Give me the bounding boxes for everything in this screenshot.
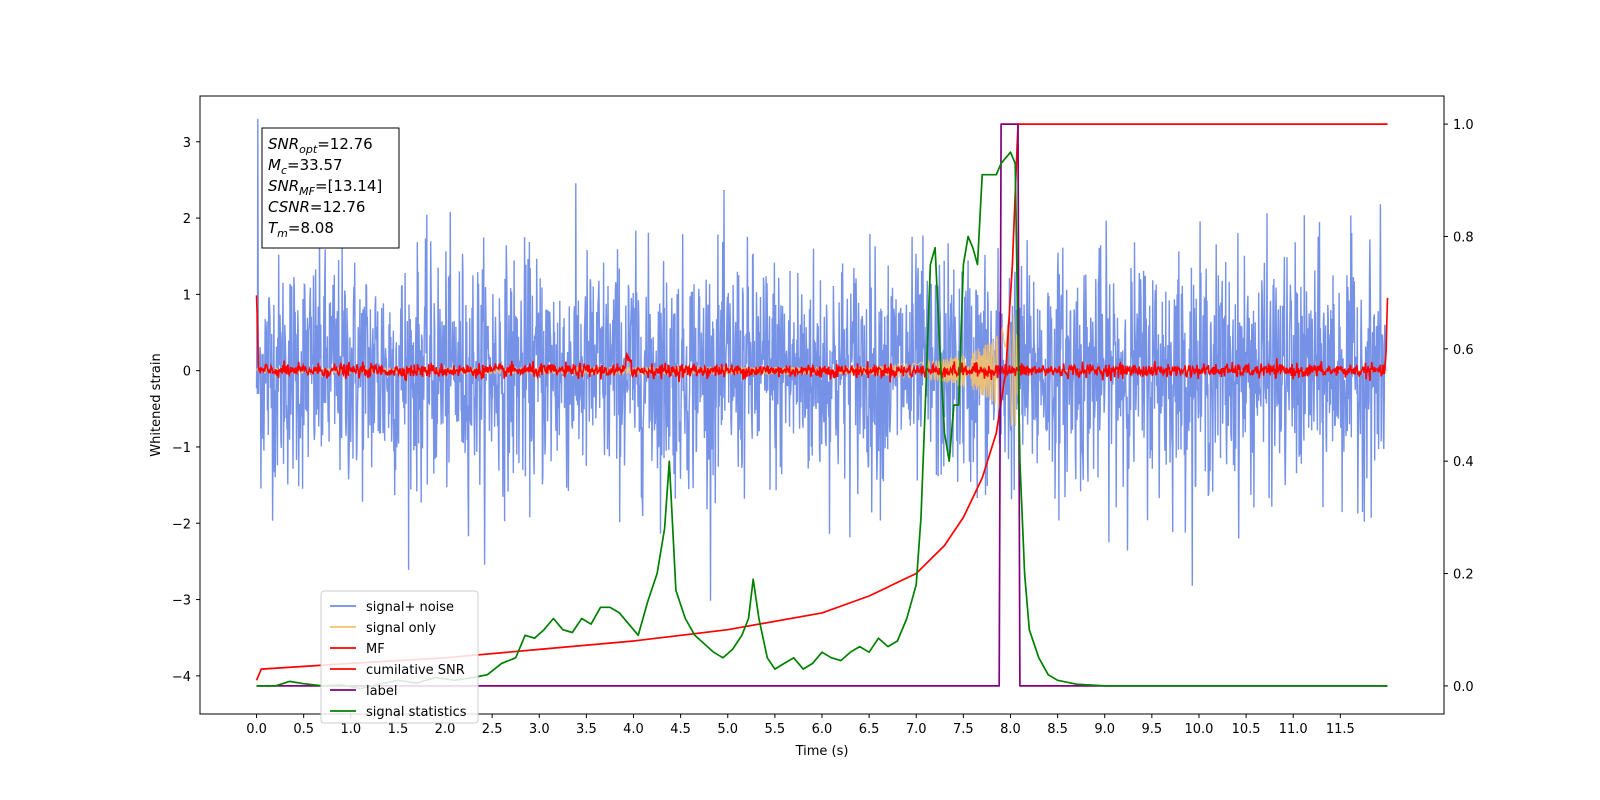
annotation-line: SNRMF=[13.14] <box>268 177 382 198</box>
annotation-symbol: CSNR <box>268 198 310 216</box>
x-tick-label: 5.0 <box>717 722 738 737</box>
y2-tick-label: 1.0 <box>1453 118 1474 133</box>
x-tick-label: 3.5 <box>576 722 597 737</box>
x-tick-label: 7.0 <box>906 722 927 737</box>
annotation-value: =33.57 <box>287 156 343 174</box>
x-tick-label: 9.5 <box>1142 722 1163 737</box>
annotation-subscript: MF <box>299 185 315 198</box>
y-axis-right: 1.0 0.8 0.6 0.4 0.2 0.0 <box>1444 118 1474 695</box>
x-tick-label: 6.0 <box>812 722 833 737</box>
legend-label: signal+ noise <box>366 600 454 615</box>
annotation-subscript: c <box>281 164 287 177</box>
y-axis-label: Whitened strain <box>149 353 164 456</box>
y2-tick-label: 0.0 <box>1453 680 1474 695</box>
legend-label: label <box>366 684 397 699</box>
annotation-value: =12.76 <box>310 198 366 216</box>
x-axis: 0.0 0.5 1.0 1.5 2.0 2.5 3.0 3.5 4.0 4.5 5.0 5.5 6.0 6… <box>246 714 1355 737</box>
y-tick-label: −4 <box>172 670 191 685</box>
x-tick-label: 11.0 <box>1279 722 1308 737</box>
x-tick-label: 11.5 <box>1326 722 1355 737</box>
x-axis-label: Time (s) <box>795 744 849 759</box>
x-tick-label: 1.0 <box>340 722 361 737</box>
series-label-line <box>256 123 1388 687</box>
annotation-value: =8.08 <box>288 219 334 237</box>
y-tick-label: 1 <box>183 288 191 303</box>
y-tick-label: 2 <box>183 212 191 227</box>
series-mf-line <box>255 295 1389 383</box>
x-tick-label: 2.5 <box>482 722 503 737</box>
annotation-line: CSNR=12.76 <box>268 198 365 216</box>
x-tick-label: 5.5 <box>765 722 786 737</box>
x-tick-label: 1.5 <box>388 722 409 737</box>
y-axis-left: 3 2 1 0 −1 −2 −3 −4 <box>172 136 200 685</box>
y2-tick-label: 0.8 <box>1453 230 1474 245</box>
legend-label: MF <box>366 642 385 657</box>
annotation-symbol: SNR <box>268 135 299 153</box>
x-tick-label: 9.0 <box>1094 722 1115 737</box>
x-tick-label: 3.0 <box>529 722 550 737</box>
legend-label: signal only <box>366 621 436 636</box>
legend-label: cumilative SNR <box>366 663 465 678</box>
y2-tick-label: 0.4 <box>1453 455 1474 470</box>
x-tick-label: 4.0 <box>623 722 644 737</box>
x-tick-label: 6.5 <box>859 722 880 737</box>
series-signal-noise-line <box>255 118 1387 601</box>
x-tick-label: 4.5 <box>670 722 691 737</box>
x-tick-label: 10.0 <box>1184 722 1213 737</box>
stats-annotation-box: SNRopt=12.76Mc=33.57SNRMF=[13.14]CSNR=12… <box>261 127 400 249</box>
annotation-box <box>261 127 400 249</box>
annotation-value: =12.76 <box>317 135 373 153</box>
x-tick-label: 10.5 <box>1232 722 1261 737</box>
x-tick-label: 0.5 <box>293 722 314 737</box>
annotation-line: Mc=33.57 <box>268 156 343 177</box>
x-tick-label: 0.0 <box>246 722 267 737</box>
y-tick-label: 0 <box>183 365 191 380</box>
legend-label: signal statistics <box>366 705 467 720</box>
series-signal-statistics-line <box>256 151 1388 690</box>
y-tick-label: −1 <box>172 441 191 456</box>
x-tick-label: 8.0 <box>1000 722 1021 737</box>
x-tick-label: 2.0 <box>435 722 456 737</box>
y-tick-label: −2 <box>172 517 191 532</box>
legend-box <box>320 590 479 724</box>
x-tick-label: 7.5 <box>953 722 974 737</box>
annotation-symbol: M <box>268 156 281 174</box>
annotation-symbol: T <box>268 219 279 237</box>
annotation-subscript: m <box>277 227 288 240</box>
annotation-symbol: SNR <box>268 177 299 195</box>
legend: signal+ noise signal only MF cumilative SNR… <box>320 590 479 724</box>
annotation-line: SNRopt=12.76 <box>268 135 373 156</box>
y2-tick-label: 0.6 <box>1453 343 1474 358</box>
y-tick-label: 3 <box>183 136 191 151</box>
x-tick-label: 8.5 <box>1047 722 1068 737</box>
y-tick-label: −3 <box>172 594 191 609</box>
annotation-value: =[13.14] <box>315 177 382 195</box>
y2-tick-label: 0.2 <box>1453 568 1474 583</box>
annotation-line: Tm=8.08 <box>268 219 334 240</box>
annotation-subscript: opt <box>299 143 318 156</box>
